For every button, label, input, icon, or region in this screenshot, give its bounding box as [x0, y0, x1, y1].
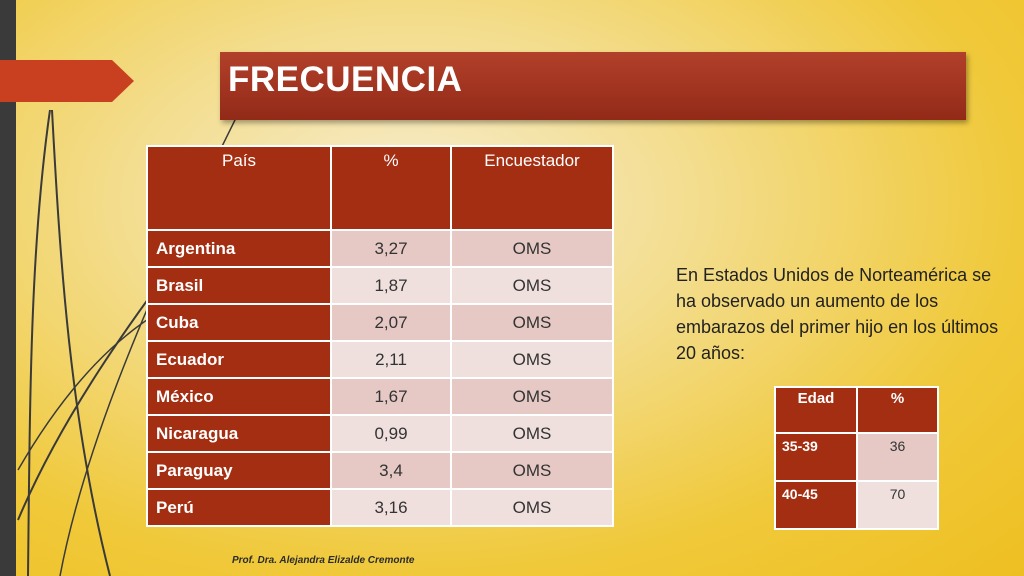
cell-surveyor: OMS	[450, 229, 614, 268]
cell-surveyor: OMS	[450, 266, 614, 305]
cell-country: Cuba	[146, 303, 332, 342]
table-row: Ecuador 2,11 OMS	[146, 340, 614, 379]
cell-age: 35-39	[774, 432, 858, 482]
cell-percent: 36	[856, 432, 939, 482]
cell-country: Ecuador	[146, 340, 332, 379]
left-decorative-bar	[0, 0, 16, 576]
cell-percent: 3,27	[330, 229, 452, 268]
cell-surveyor: OMS	[450, 451, 614, 490]
cell-country: Perú	[146, 488, 332, 527]
cell-surveyor: OMS	[450, 414, 614, 453]
description-text: En Estados Unidos de Norteamérica se ha …	[676, 265, 999, 363]
cell-percent: 1,67	[330, 377, 452, 416]
cell-percent: 2,11	[330, 340, 452, 379]
cell-percent: 70	[856, 480, 939, 530]
accent-arrow-tab	[0, 60, 134, 102]
cell-country: Nicaragua	[146, 414, 332, 453]
cell-country: México	[146, 377, 332, 416]
cell-surveyor: OMS	[450, 488, 614, 527]
header-percent: %	[330, 145, 452, 231]
table-row: Brasil 1,87 OMS	[146, 266, 614, 305]
cell-surveyor: OMS	[450, 377, 614, 416]
header-percent: %	[856, 386, 939, 434]
title-banner: FRECUENCIA	[220, 52, 966, 120]
header-surveyor: Encuestador	[450, 145, 614, 231]
cell-country: Argentina	[146, 229, 332, 268]
footer-credit: Prof. Dra. Alejandra Elizalde Cremonte	[232, 555, 415, 566]
table-row: México 1,67 OMS	[146, 377, 614, 416]
cell-country: Brasil	[146, 266, 332, 305]
header-age: Edad	[774, 386, 858, 434]
frequency-table: País % Encuestador Argentina 3,27 OMS Br…	[146, 145, 614, 527]
cell-percent: 1,87	[330, 266, 452, 305]
table-header-row: País % Encuestador	[146, 145, 614, 231]
age-table: Edad % 35-39 36 40-45 70	[774, 386, 939, 530]
table-row: 40-45 70	[774, 480, 939, 530]
cell-percent: 0,99	[330, 414, 452, 453]
table-row: Argentina 3,27 OMS	[146, 229, 614, 268]
table-row: Cuba 2,07 OMS	[146, 303, 614, 342]
table-row: Nicaragua 0,99 OMS	[146, 414, 614, 453]
cell-percent: 3,16	[330, 488, 452, 527]
slide-title: FRECUENCIA	[228, 60, 463, 99]
cell-surveyor: OMS	[450, 303, 614, 342]
cell-age: 40-45	[774, 480, 858, 530]
cell-percent: 3,4	[330, 451, 452, 490]
cell-surveyor: OMS	[450, 340, 614, 379]
table-row: Paraguay 3,4 OMS	[146, 451, 614, 490]
header-country: País	[146, 145, 332, 231]
cell-country: Paraguay	[146, 451, 332, 490]
table-row: Perú 3,16 OMS	[146, 488, 614, 527]
table-header-row: Edad %	[774, 386, 939, 434]
cell-percent: 2,07	[330, 303, 452, 342]
table-row: 35-39 36	[774, 432, 939, 482]
